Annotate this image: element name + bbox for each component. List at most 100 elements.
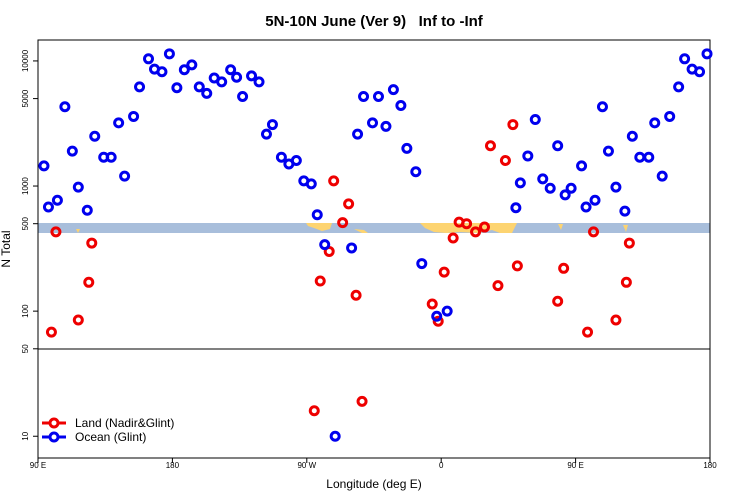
point [201, 87, 213, 99]
point [537, 173, 549, 185]
point [623, 237, 635, 249]
point [499, 154, 511, 166]
point [352, 128, 364, 140]
point [431, 310, 443, 322]
band [38, 223, 710, 233]
point [438, 266, 450, 278]
point [395, 100, 407, 112]
point [673, 81, 685, 93]
land-strip [558, 224, 563, 230]
point [649, 117, 661, 129]
land-strip [623, 225, 628, 232]
point [186, 59, 198, 71]
point [308, 405, 320, 417]
y-tick-label: 100 [21, 304, 30, 318]
point [337, 217, 349, 229]
plot-frame [37, 39, 711, 459]
point [558, 262, 570, 274]
point [447, 232, 459, 244]
point [260, 128, 272, 140]
y-tick-label: 10 [21, 431, 30, 440]
point [507, 119, 519, 131]
point [119, 170, 131, 182]
y-tick-label: 1000 [21, 177, 30, 195]
point [426, 298, 438, 310]
point [42, 201, 54, 213]
point [156, 66, 168, 78]
x-tick-label: 180 [166, 461, 180, 470]
y-tick-label: 5000 [21, 89, 30, 107]
point [596, 101, 608, 113]
point [51, 194, 63, 206]
point [105, 151, 117, 163]
x-tick-label: 90 E [30, 461, 46, 470]
land-strip [354, 229, 368, 233]
point [610, 181, 622, 193]
point [514, 177, 526, 189]
point [470, 226, 482, 238]
point [81, 204, 93, 216]
point [143, 53, 155, 65]
point [225, 64, 237, 76]
point [113, 117, 125, 129]
y-axis-label: N Total [0, 230, 13, 267]
point [246, 70, 258, 82]
point [461, 218, 473, 230]
point [576, 160, 588, 172]
point [580, 201, 592, 213]
point [356, 395, 368, 407]
point [86, 237, 98, 249]
point [544, 182, 556, 194]
point [511, 260, 523, 272]
point [620, 276, 632, 288]
point [266, 119, 278, 131]
point [59, 101, 71, 113]
y-tick-label: 500 [21, 216, 30, 230]
x-tick-label: 90 E [567, 461, 583, 470]
point [610, 314, 622, 326]
point [38, 160, 50, 172]
land-strip [306, 223, 332, 231]
point [416, 258, 428, 270]
point [634, 151, 646, 163]
point [134, 81, 146, 93]
point [552, 295, 564, 307]
point [290, 154, 302, 166]
point [171, 82, 183, 94]
point [589, 194, 601, 206]
x-tick-label: 0 [439, 461, 444, 470]
point [343, 198, 355, 210]
point [72, 181, 84, 193]
point [305, 178, 317, 190]
y-tick-label: 50 [21, 344, 30, 353]
point [193, 81, 205, 93]
point [50, 226, 62, 238]
point [492, 280, 504, 292]
point [372, 90, 384, 102]
point [619, 205, 631, 217]
x-tick-label: 90 W [297, 461, 316, 470]
point [83, 276, 95, 288]
point [387, 84, 399, 96]
point [319, 239, 331, 251]
point [694, 66, 706, 78]
point [588, 226, 600, 238]
point [401, 142, 413, 154]
point [275, 151, 287, 163]
point [410, 166, 422, 178]
point [237, 90, 249, 102]
x-axis-label: Longitude (deg E) [326, 477, 421, 491]
point [329, 430, 341, 442]
point [346, 242, 358, 254]
y-tick-label: 10000 [21, 49, 30, 72]
point [45, 326, 57, 338]
point [89, 130, 101, 142]
x-tick-label: 180 [703, 461, 717, 470]
point [679, 53, 691, 65]
point [367, 117, 379, 129]
point [163, 48, 175, 60]
point [626, 130, 638, 142]
point [128, 110, 140, 122]
